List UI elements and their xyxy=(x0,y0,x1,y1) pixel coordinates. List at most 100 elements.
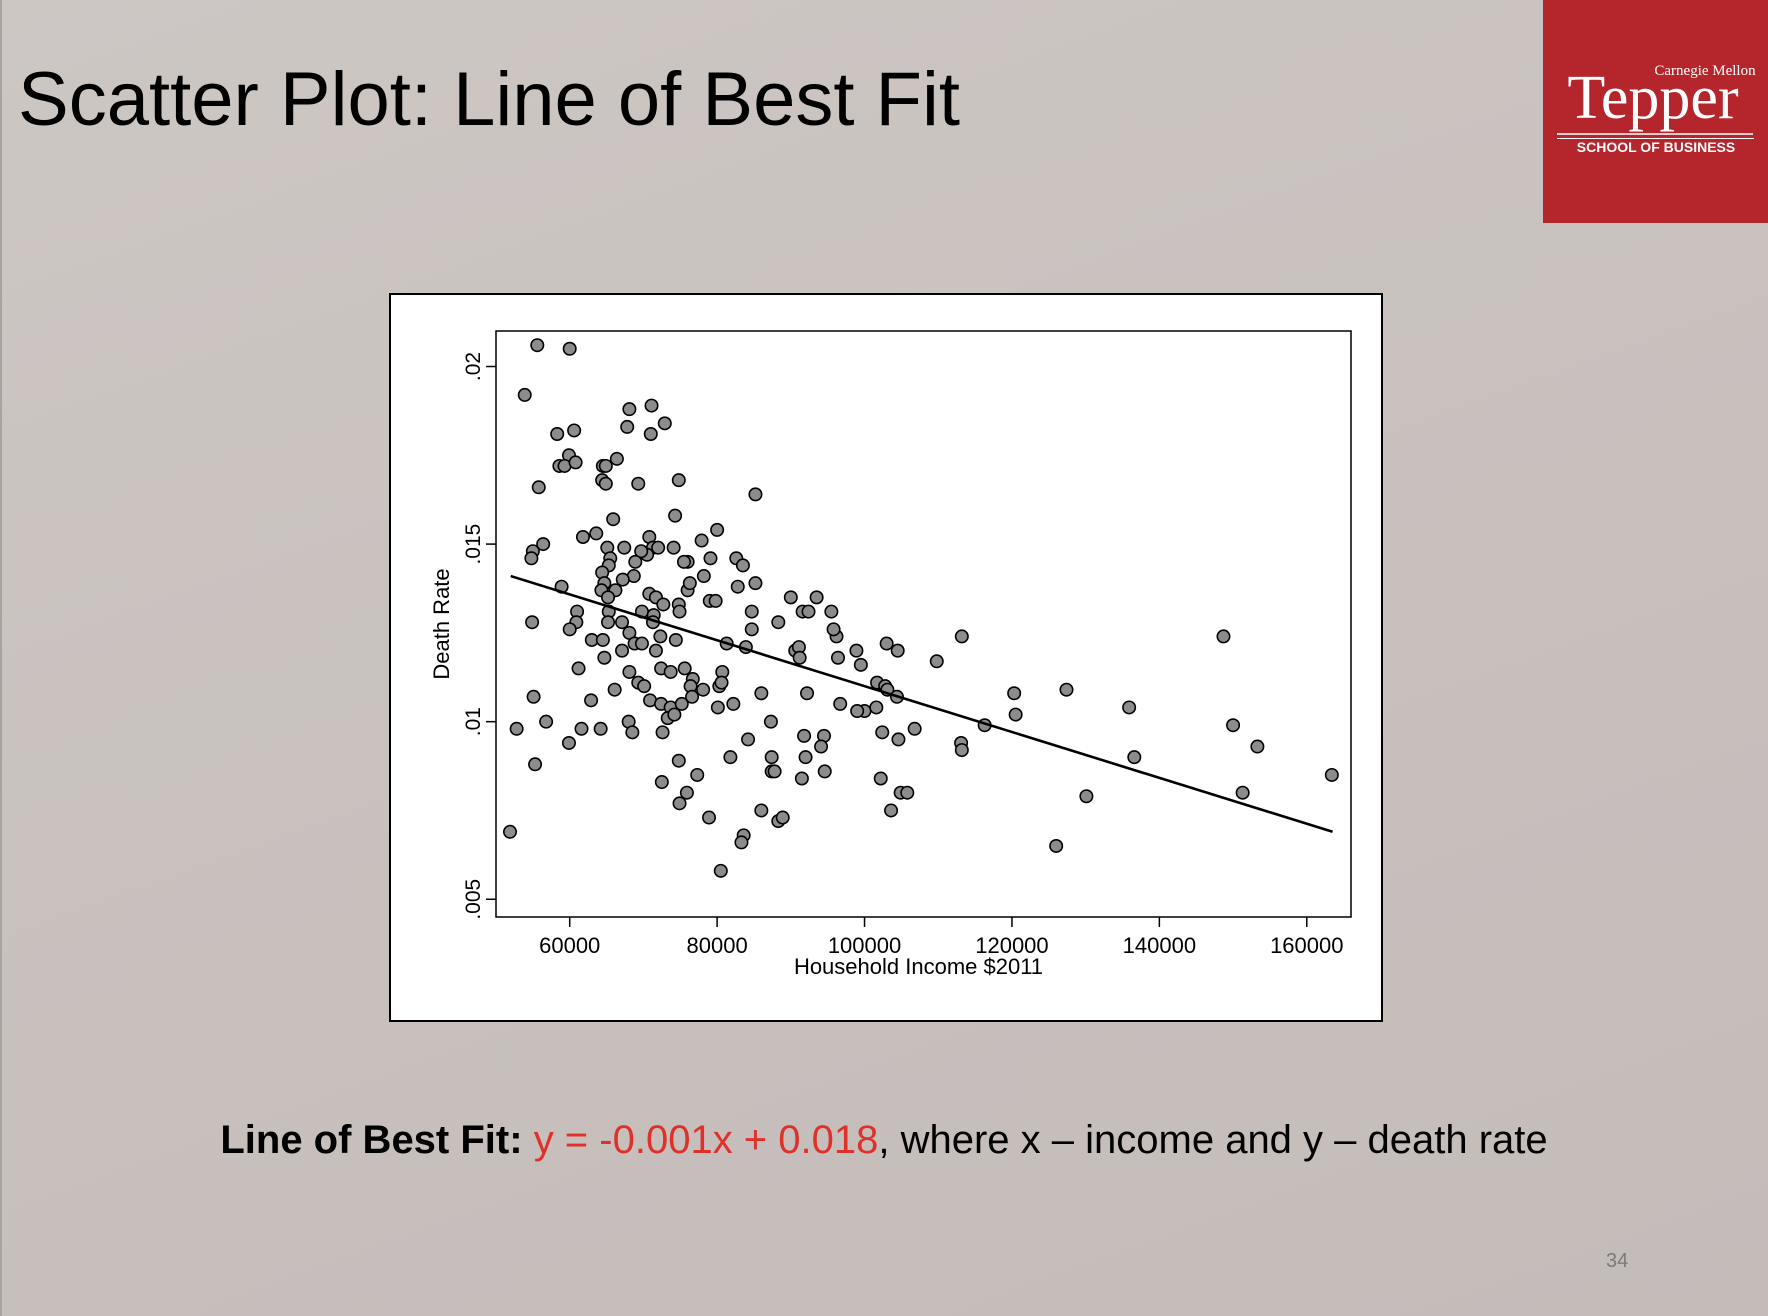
data-point xyxy=(609,451,624,466)
data-point xyxy=(830,650,845,665)
data-point xyxy=(561,735,576,750)
data-point xyxy=(628,554,643,569)
data-point xyxy=(850,704,865,719)
logo-wordmark: Carnegie Mellon Tepper SCHOOL OF BUSINES… xyxy=(1557,63,1756,155)
data-point xyxy=(601,615,616,630)
data-point xyxy=(667,707,682,722)
data-point xyxy=(792,650,807,665)
data-point xyxy=(672,796,687,811)
data-point xyxy=(801,604,816,619)
data-point xyxy=(589,526,604,541)
data-point xyxy=(763,714,778,729)
data-point xyxy=(671,753,686,768)
data-point xyxy=(571,661,586,676)
data-point xyxy=(891,732,906,747)
data-point xyxy=(503,824,518,839)
data-point xyxy=(741,732,756,747)
data-point xyxy=(657,416,672,431)
data-point xyxy=(809,590,824,605)
data-point xyxy=(890,643,905,658)
chart-svg: .005 .01 .015 .02 60000 80000 100000 120000 140… xyxy=(429,330,1352,979)
data-point xyxy=(550,426,565,441)
data-point xyxy=(1324,767,1339,782)
data-point xyxy=(1008,707,1023,722)
data-point xyxy=(690,767,705,782)
data-point xyxy=(1127,750,1142,765)
data-point xyxy=(833,696,848,711)
data-point xyxy=(671,473,686,488)
data-point xyxy=(676,554,691,569)
x-tick-label: 80000 xyxy=(687,933,748,958)
data-point xyxy=(1007,686,1022,701)
data-point xyxy=(655,725,670,740)
tepper-logo: Carnegie Mellon Tepper SCHOOL OF BUSINES… xyxy=(1543,0,1768,223)
data-point xyxy=(601,590,616,605)
data-point xyxy=(869,700,884,715)
data-point xyxy=(643,426,658,441)
data-point xyxy=(1250,739,1265,754)
data-point xyxy=(814,739,829,754)
y-tick-label: .01 xyxy=(462,707,485,736)
data-point xyxy=(754,686,769,701)
y-tick-label: .015 xyxy=(462,524,485,565)
data-point xyxy=(517,387,532,402)
data-point xyxy=(954,629,969,644)
svg-text:SCHOOL OF BUSINESS: SCHOOL OF BUSINESS xyxy=(1577,139,1735,155)
x-tick-label: 100000 xyxy=(828,933,901,958)
data-point xyxy=(748,487,763,502)
y-tick-label: .02 xyxy=(462,352,485,381)
data-point xyxy=(524,551,539,566)
x-tick-label: 120000 xyxy=(975,933,1048,958)
data-point xyxy=(744,604,759,619)
data-point xyxy=(696,569,711,584)
x-tick-label: 60000 xyxy=(539,933,600,958)
data-point xyxy=(879,636,894,651)
data-point xyxy=(900,785,915,800)
data-point xyxy=(1226,718,1241,733)
x-axis-label: Household Income $2011 xyxy=(794,954,1043,979)
data-point xyxy=(853,657,868,672)
data-point xyxy=(634,636,649,651)
data-point xyxy=(622,664,637,679)
data-point xyxy=(884,803,899,818)
data-point xyxy=(654,775,669,790)
data-point xyxy=(794,771,809,786)
data-point xyxy=(679,785,694,800)
x-tick-label: 160000 xyxy=(1270,933,1343,958)
data-points xyxy=(503,338,1339,878)
data-point xyxy=(767,764,782,779)
data-point xyxy=(674,696,689,711)
x-axis: 60000 80000 100000 120000 140000 160000 xyxy=(539,917,1343,958)
data-point xyxy=(748,576,763,591)
data-point xyxy=(723,750,738,765)
data-point xyxy=(525,615,540,630)
data-point xyxy=(567,423,582,438)
data-point xyxy=(606,512,621,527)
data-point xyxy=(598,458,613,473)
data-point xyxy=(593,721,608,736)
data-point xyxy=(644,398,659,413)
data-point xyxy=(575,529,590,544)
y-axis-label: Death Rate xyxy=(429,568,454,679)
data-point xyxy=(584,693,599,708)
data-point xyxy=(625,725,640,740)
caption-rest: , where x – income and y – death rate xyxy=(878,1118,1548,1162)
data-point xyxy=(735,558,750,573)
data-point xyxy=(875,725,890,740)
data-point xyxy=(536,537,551,552)
data-point xyxy=(824,604,839,619)
data-point xyxy=(682,576,697,591)
data-point xyxy=(668,508,683,523)
logo-school xyxy=(1557,138,1754,141)
data-point xyxy=(1079,789,1094,804)
data-point xyxy=(694,533,709,548)
caption-label: Line of Best Fit: xyxy=(220,1118,523,1162)
data-point xyxy=(1216,629,1231,644)
data-point xyxy=(526,689,541,704)
data-point xyxy=(797,728,812,743)
data-point xyxy=(528,757,543,772)
data-point xyxy=(730,579,745,594)
data-point xyxy=(677,661,692,676)
data-point xyxy=(696,682,711,697)
caption: Line of Best Fit: y = -0.001x + 0.018, w… xyxy=(0,1118,1768,1163)
